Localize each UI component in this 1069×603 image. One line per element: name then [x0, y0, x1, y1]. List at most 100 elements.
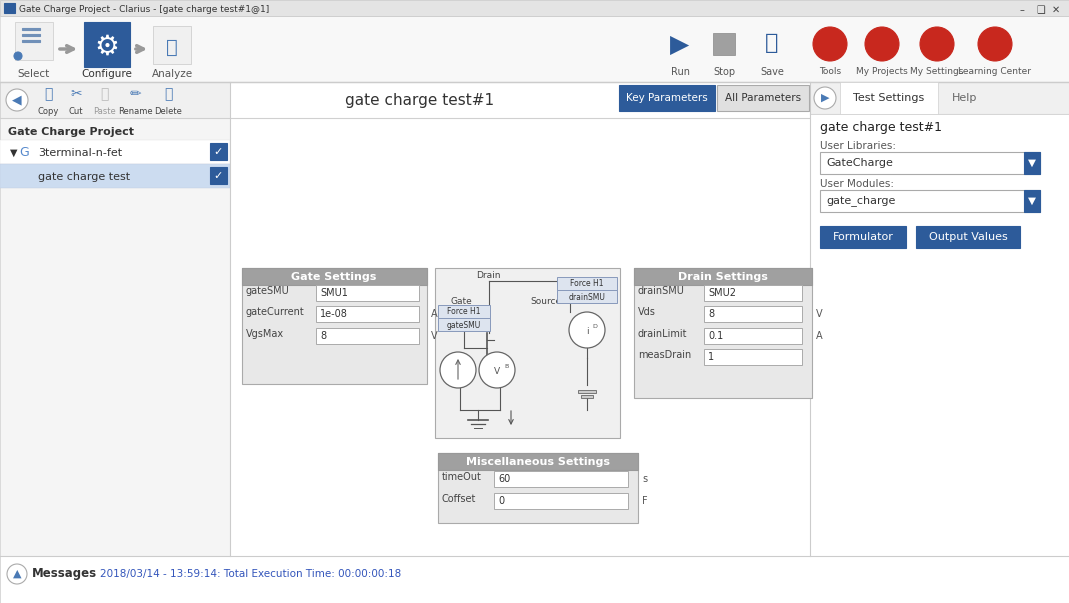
- Text: ✕: ✕: [1052, 5, 1060, 15]
- Text: gateSMU: gateSMU: [246, 286, 290, 296]
- FancyBboxPatch shape: [0, 556, 1069, 603]
- FancyBboxPatch shape: [210, 143, 227, 160]
- Text: G: G: [19, 147, 29, 160]
- Text: V: V: [494, 367, 500, 376]
- Text: Select: Select: [18, 69, 50, 79]
- Text: gateSMU: gateSMU: [447, 321, 481, 329]
- Text: Key Parameters: Key Parameters: [626, 93, 708, 103]
- Text: Paste: Paste: [93, 107, 115, 116]
- Text: 📋: 📋: [44, 87, 52, 101]
- Text: SMU2: SMU2: [708, 288, 735, 298]
- Text: 1: 1: [708, 352, 714, 362]
- Text: drainSMU: drainSMU: [638, 286, 685, 296]
- Text: Output Values: Output Values: [929, 232, 1007, 242]
- Text: 💾: 💾: [765, 33, 778, 53]
- Text: Force H1: Force H1: [570, 280, 604, 288]
- Text: Formulator: Formulator: [833, 232, 894, 242]
- FancyBboxPatch shape: [557, 290, 617, 303]
- Text: ▶: ▶: [670, 33, 690, 57]
- Circle shape: [479, 352, 515, 388]
- Text: 📊: 📊: [166, 37, 177, 57]
- FancyBboxPatch shape: [0, 16, 1069, 82]
- FancyBboxPatch shape: [242, 268, 427, 285]
- Text: GateCharge: GateCharge: [826, 158, 893, 168]
- Text: ▼: ▼: [1028, 158, 1036, 168]
- Text: All Parameters: All Parameters: [725, 93, 801, 103]
- Text: SMU1: SMU1: [320, 288, 347, 298]
- Text: Coffset: Coffset: [441, 494, 477, 504]
- Text: VgsMax: VgsMax: [246, 329, 284, 339]
- Text: A: A: [816, 331, 823, 341]
- Text: Source: Source: [530, 297, 561, 306]
- Text: 🗑: 🗑: [164, 87, 172, 101]
- FancyBboxPatch shape: [820, 226, 907, 248]
- FancyBboxPatch shape: [316, 306, 419, 322]
- Text: 3terminal-n-fet: 3terminal-n-fet: [38, 148, 122, 158]
- Text: V: V: [816, 309, 823, 319]
- FancyBboxPatch shape: [840, 82, 938, 114]
- Text: gate charge test: gate charge test: [38, 172, 130, 182]
- FancyBboxPatch shape: [22, 34, 40, 36]
- Text: Run: Run: [670, 67, 690, 77]
- Text: Rename: Rename: [118, 107, 152, 116]
- Text: 0: 0: [498, 496, 505, 506]
- Text: ▶: ▶: [821, 93, 830, 103]
- Text: Analyze: Analyze: [152, 69, 192, 79]
- FancyBboxPatch shape: [316, 328, 419, 344]
- FancyBboxPatch shape: [435, 268, 620, 438]
- Text: Gate Charge Project: Gate Charge Project: [7, 127, 134, 137]
- Text: Copy: Copy: [37, 107, 59, 116]
- FancyBboxPatch shape: [713, 33, 735, 55]
- Text: Drain Settings: Drain Settings: [678, 272, 768, 282]
- Text: B: B: [503, 364, 508, 368]
- Text: ▲: ▲: [13, 569, 21, 579]
- Text: ✏: ✏: [129, 87, 141, 101]
- FancyBboxPatch shape: [916, 226, 1020, 248]
- Text: D: D: [592, 323, 597, 329]
- Circle shape: [14, 52, 22, 60]
- Circle shape: [920, 27, 954, 61]
- Text: User Libraries:: User Libraries:: [820, 141, 896, 151]
- Circle shape: [6, 89, 28, 111]
- Text: ❑: ❑: [1036, 5, 1044, 15]
- FancyBboxPatch shape: [634, 268, 812, 285]
- Text: ⚙: ⚙: [94, 33, 120, 61]
- Text: My Settings: My Settings: [911, 68, 963, 77]
- FancyBboxPatch shape: [580, 395, 593, 398]
- FancyBboxPatch shape: [84, 22, 130, 67]
- Text: drainSMU: drainSMU: [569, 292, 605, 302]
- Circle shape: [814, 87, 836, 109]
- Text: 60: 60: [498, 474, 510, 484]
- FancyBboxPatch shape: [0, 140, 230, 164]
- Text: Drain: Drain: [476, 271, 500, 280]
- FancyBboxPatch shape: [438, 453, 638, 470]
- Circle shape: [440, 352, 476, 388]
- Text: gateCurrent: gateCurrent: [246, 307, 305, 317]
- FancyBboxPatch shape: [1024, 190, 1040, 212]
- FancyBboxPatch shape: [810, 82, 1069, 114]
- FancyBboxPatch shape: [717, 85, 809, 111]
- Text: F: F: [642, 496, 648, 506]
- FancyBboxPatch shape: [0, 164, 230, 188]
- FancyBboxPatch shape: [316, 285, 419, 301]
- FancyBboxPatch shape: [210, 167, 227, 184]
- FancyBboxPatch shape: [704, 328, 802, 344]
- Text: User Modules:: User Modules:: [820, 179, 894, 189]
- FancyBboxPatch shape: [15, 22, 53, 60]
- FancyBboxPatch shape: [22, 40, 40, 42]
- Text: s: s: [642, 474, 647, 484]
- Circle shape: [978, 27, 1012, 61]
- FancyBboxPatch shape: [634, 268, 812, 398]
- Circle shape: [569, 312, 605, 348]
- FancyBboxPatch shape: [438, 305, 490, 318]
- FancyBboxPatch shape: [494, 471, 628, 487]
- Text: 2018/03/14 - 13:59:14: Total Execution Time: 00:00:00:18: 2018/03/14 - 13:59:14: Total Execution T…: [100, 569, 401, 579]
- FancyBboxPatch shape: [0, 0, 1069, 16]
- Text: Configure: Configure: [81, 69, 133, 79]
- Text: Tools: Tools: [819, 68, 841, 77]
- Text: –: –: [1020, 5, 1025, 15]
- Text: 📋: 📋: [99, 87, 108, 101]
- FancyBboxPatch shape: [810, 114, 1069, 556]
- FancyBboxPatch shape: [153, 26, 191, 64]
- FancyBboxPatch shape: [438, 453, 638, 523]
